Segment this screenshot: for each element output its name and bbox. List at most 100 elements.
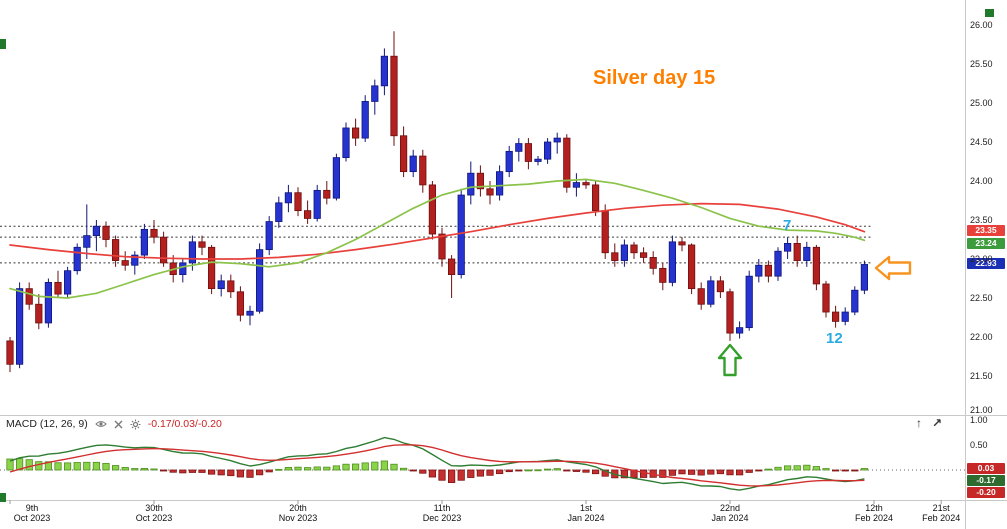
- candle: [726, 291, 734, 334]
- annotation-count-12[interactable]: 12: [826, 330, 843, 347]
- candle: [351, 127, 360, 139]
- edge-marker: [0, 39, 6, 49]
- candle: [860, 264, 869, 291]
- candle: [592, 184, 600, 212]
- candle: [563, 137, 571, 188]
- gear-icon[interactable]: [130, 419, 141, 430]
- price-badge-last-price: 22.93: [967, 258, 1005, 270]
- macd-header: MACD (12, 26, 9) -0.17/0.03/-0.20: [6, 418, 222, 430]
- candle: [812, 246, 821, 285]
- candle: [131, 254, 139, 266]
- time-axis-label: 20th Nov 2023: [278, 503, 318, 523]
- candle: [803, 246, 811, 261]
- candle: [159, 236, 168, 264]
- macd-badge-macd: -0.17: [967, 475, 1005, 486]
- edge-marker: [985, 9, 994, 17]
- candle: [323, 189, 331, 199]
- candle: [582, 182, 590, 186]
- candle: [640, 252, 648, 258]
- candle: [54, 281, 62, 295]
- price-axis-label: 23.50: [970, 215, 993, 225]
- candle: [102, 225, 110, 240]
- candle: [303, 210, 312, 219]
- candle: [332, 157, 341, 199]
- candle: [236, 291, 244, 316]
- candle: [112, 239, 120, 261]
- candle: [140, 228, 148, 256]
- close-icon[interactable]: [114, 420, 123, 429]
- candle: [44, 281, 53, 324]
- left-arrow-drawing[interactable]: [874, 255, 912, 281]
- candle: [246, 310, 254, 316]
- candle: [668, 241, 677, 283]
- candle: [601, 210, 609, 254]
- price-axis-label: 24.50: [970, 137, 993, 147]
- price-axis-label: 23.00: [970, 254, 993, 264]
- candle: [476, 172, 485, 190]
- eye-icon[interactable]: [94, 419, 107, 429]
- candle: [784, 242, 792, 252]
- candle: [92, 225, 100, 237]
- candle: [265, 221, 273, 251]
- candle: [505, 150, 513, 173]
- overlay-ma-red: [9, 202, 866, 260]
- macd-histogram: [6, 458, 869, 483]
- candle: [544, 141, 552, 160]
- time-axis-label: 11th Dec 2023: [422, 503, 462, 523]
- expand-icon[interactable]: ↗: [932, 416, 943, 430]
- candle: [649, 257, 657, 269]
- candle: [390, 55, 398, 137]
- time-axis-label: 9th Oct 2023: [13, 503, 51, 523]
- candle: [630, 244, 638, 254]
- candle: [793, 242, 801, 261]
- up-arrow-drawing[interactable]: [717, 343, 743, 377]
- macd-axis-label: 0.50: [970, 440, 988, 450]
- annotation-silver-day-15[interactable]: Silver day 15: [593, 67, 716, 89]
- arrow-up-icon[interactable]: ↑: [916, 416, 922, 430]
- candle: [678, 241, 686, 246]
- candle: [832, 311, 840, 322]
- candle: [25, 288, 33, 305]
- candle: [409, 155, 417, 173]
- time-axis-label: 30th Oct 2023: [135, 503, 173, 523]
- candle: [764, 264, 773, 277]
- candle: [755, 264, 763, 277]
- candle: [35, 303, 43, 324]
- candle: [64, 270, 72, 295]
- candle: [428, 184, 437, 235]
- candle: [447, 258, 456, 275]
- candle: [745, 275, 753, 329]
- candle: [534, 158, 542, 162]
- price-badge-ma-green: 23.24: [967, 237, 1005, 249]
- candle: [572, 182, 581, 188]
- candle: [457, 194, 465, 275]
- candle: [284, 192, 293, 204]
- candle: [707, 280, 715, 305]
- candle: [275, 202, 283, 222]
- candle: [851, 289, 859, 313]
- candle: [294, 192, 302, 212]
- candle: [553, 137, 561, 143]
- candle: [179, 262, 187, 275]
- candle: [150, 228, 158, 238]
- candle: [841, 311, 849, 322]
- candle: [380, 55, 389, 87]
- macd-indicator-label: MACD (12, 26, 9): [6, 418, 88, 430]
- candle: [716, 280, 725, 293]
- price-axis-label: 22.00: [970, 332, 993, 342]
- macd-badge-histogram: -0.20: [967, 487, 1005, 498]
- candle: [467, 172, 475, 196]
- candle: [659, 267, 667, 283]
- candle: [207, 246, 216, 290]
- candle: [83, 235, 91, 248]
- candle: [255, 249, 264, 312]
- annotation-count-7[interactable]: 7: [783, 217, 792, 234]
- candle: [361, 101, 369, 139]
- candle: [371, 85, 379, 102]
- candle: [822, 283, 830, 313]
- price-axis-label: 25.00: [970, 98, 993, 108]
- macd-toolbar: ↑ ↗: [916, 416, 942, 430]
- price-axis-label: 21.00: [970, 405, 993, 415]
